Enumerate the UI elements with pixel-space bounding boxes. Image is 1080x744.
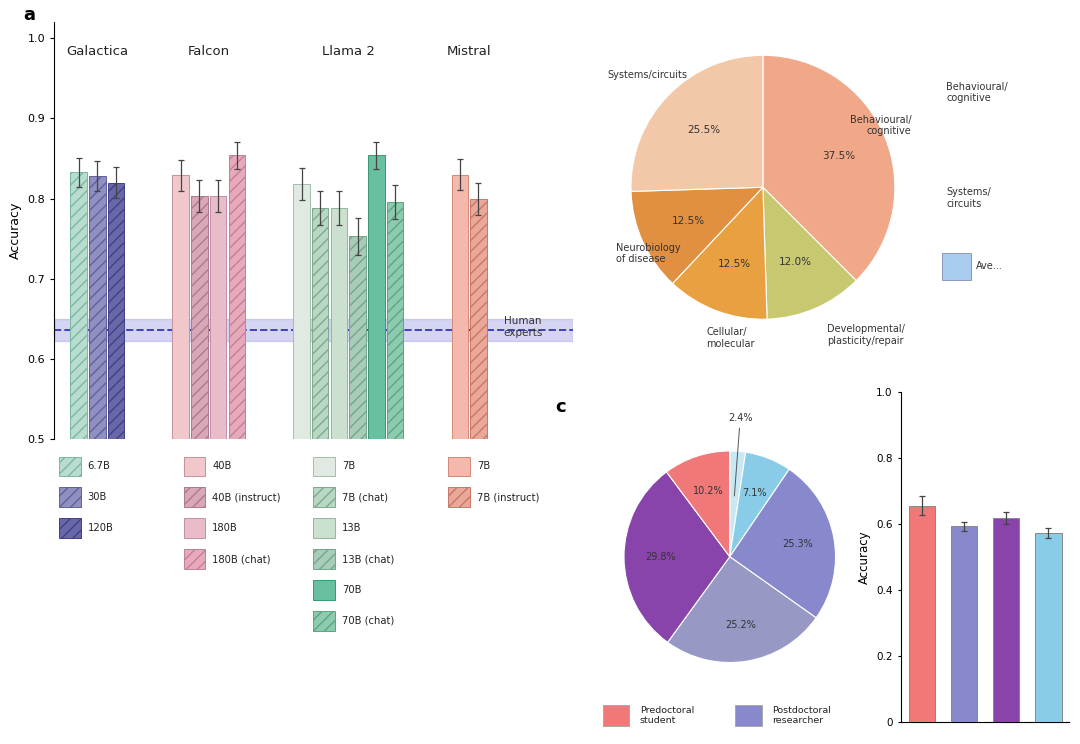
FancyBboxPatch shape bbox=[313, 580, 335, 600]
Text: Neurobiology
of disease: Neurobiology of disease bbox=[617, 243, 680, 264]
FancyBboxPatch shape bbox=[184, 487, 205, 507]
Text: 12.5%: 12.5% bbox=[672, 216, 705, 226]
Text: 7B: 7B bbox=[342, 461, 355, 471]
Bar bbox=[368, 155, 384, 744]
Text: 7B: 7B bbox=[477, 461, 490, 471]
FancyBboxPatch shape bbox=[59, 457, 81, 476]
Wedge shape bbox=[631, 187, 762, 283]
Bar bbox=[173, 176, 189, 744]
Text: 70B (chat): 70B (chat) bbox=[342, 616, 394, 626]
Bar bbox=[451, 175, 468, 744]
Text: Mistral: Mistral bbox=[447, 45, 491, 58]
Text: Llama 2: Llama 2 bbox=[322, 45, 375, 58]
Text: 30B: 30B bbox=[87, 493, 107, 502]
Bar bbox=[1036, 533, 1062, 722]
Text: Systems/
circuits: Systems/ circuits bbox=[946, 187, 991, 209]
FancyBboxPatch shape bbox=[313, 549, 335, 568]
Text: Galactica: Galactica bbox=[66, 45, 129, 58]
Text: Ave...: Ave... bbox=[976, 261, 1002, 272]
Text: 120B: 120B bbox=[87, 523, 113, 533]
Text: Behavioural/
cognitive: Behavioural/ cognitive bbox=[946, 82, 1008, 103]
Bar bbox=[191, 196, 207, 744]
Wedge shape bbox=[666, 451, 730, 557]
Text: 10.2%: 10.2% bbox=[692, 487, 724, 496]
FancyBboxPatch shape bbox=[184, 457, 205, 476]
FancyBboxPatch shape bbox=[184, 519, 205, 538]
Text: 6.7B: 6.7B bbox=[87, 461, 110, 471]
Text: 13B (chat): 13B (chat) bbox=[342, 554, 394, 564]
Bar bbox=[994, 518, 1020, 722]
FancyBboxPatch shape bbox=[59, 487, 81, 507]
Bar bbox=[312, 208, 328, 744]
Wedge shape bbox=[730, 452, 789, 557]
Y-axis label: Accuracy: Accuracy bbox=[9, 202, 22, 260]
Text: Developmental/
plasticity/repair: Developmental/ plasticity/repair bbox=[827, 324, 905, 346]
Text: Cellular/
molecular: Cellular/ molecular bbox=[706, 327, 755, 349]
Text: Behavioural/
cognitive: Behavioural/ cognitive bbox=[850, 115, 912, 136]
Bar bbox=[908, 506, 935, 722]
Wedge shape bbox=[667, 557, 816, 662]
Text: a: a bbox=[23, 6, 35, 24]
Text: 12.0%: 12.0% bbox=[779, 257, 812, 267]
Bar bbox=[210, 196, 227, 744]
Text: 13B: 13B bbox=[342, 523, 362, 533]
Text: Falcon: Falcon bbox=[188, 45, 230, 58]
FancyBboxPatch shape bbox=[313, 457, 335, 476]
Text: Systems/circuits: Systems/circuits bbox=[607, 70, 687, 80]
Text: 180B: 180B bbox=[213, 523, 238, 533]
Text: 25.5%: 25.5% bbox=[688, 125, 720, 135]
Text: Human
experts: Human experts bbox=[503, 316, 543, 338]
Text: 180B (chat): 180B (chat) bbox=[213, 554, 271, 564]
FancyBboxPatch shape bbox=[735, 705, 761, 726]
Text: 7.1%: 7.1% bbox=[743, 488, 767, 498]
FancyBboxPatch shape bbox=[448, 487, 470, 507]
FancyBboxPatch shape bbox=[59, 519, 81, 538]
Wedge shape bbox=[730, 469, 836, 618]
Text: 2.4%: 2.4% bbox=[728, 412, 753, 496]
FancyBboxPatch shape bbox=[313, 611, 335, 630]
Wedge shape bbox=[624, 472, 730, 642]
Text: Predoctoral
student: Predoctoral student bbox=[639, 706, 694, 725]
Bar bbox=[950, 527, 977, 722]
Bar bbox=[90, 176, 106, 744]
Bar bbox=[229, 155, 245, 744]
Text: 70B: 70B bbox=[342, 585, 362, 595]
FancyBboxPatch shape bbox=[448, 457, 470, 476]
FancyBboxPatch shape bbox=[603, 705, 630, 726]
Wedge shape bbox=[730, 451, 745, 557]
Bar bbox=[108, 182, 124, 744]
Wedge shape bbox=[673, 187, 767, 319]
Text: 37.5%: 37.5% bbox=[822, 151, 855, 161]
Bar bbox=[70, 172, 86, 744]
Y-axis label: Accuracy: Accuracy bbox=[858, 530, 870, 583]
FancyBboxPatch shape bbox=[943, 253, 971, 280]
Bar bbox=[294, 185, 310, 744]
Text: 7B (chat): 7B (chat) bbox=[342, 493, 388, 502]
Bar bbox=[350, 237, 366, 744]
Wedge shape bbox=[762, 55, 895, 280]
Wedge shape bbox=[631, 55, 762, 191]
FancyBboxPatch shape bbox=[184, 549, 205, 568]
Text: 40B: 40B bbox=[213, 461, 231, 471]
Text: 29.8%: 29.8% bbox=[646, 552, 676, 562]
Wedge shape bbox=[762, 187, 856, 319]
Bar bbox=[54, 319, 572, 341]
Text: 7B (instruct): 7B (instruct) bbox=[477, 493, 539, 502]
Text: c: c bbox=[555, 398, 566, 416]
Text: 40B (instruct): 40B (instruct) bbox=[213, 493, 281, 502]
Bar bbox=[387, 202, 404, 744]
Text: 25.3%: 25.3% bbox=[782, 539, 813, 550]
FancyBboxPatch shape bbox=[313, 487, 335, 507]
Text: Postdoctoral
researcher: Postdoctoral researcher bbox=[772, 706, 831, 725]
Text: 25.2%: 25.2% bbox=[726, 620, 756, 629]
Bar bbox=[330, 208, 347, 744]
Bar bbox=[470, 199, 487, 744]
FancyBboxPatch shape bbox=[313, 519, 335, 538]
Text: 12.5%: 12.5% bbox=[717, 259, 751, 269]
